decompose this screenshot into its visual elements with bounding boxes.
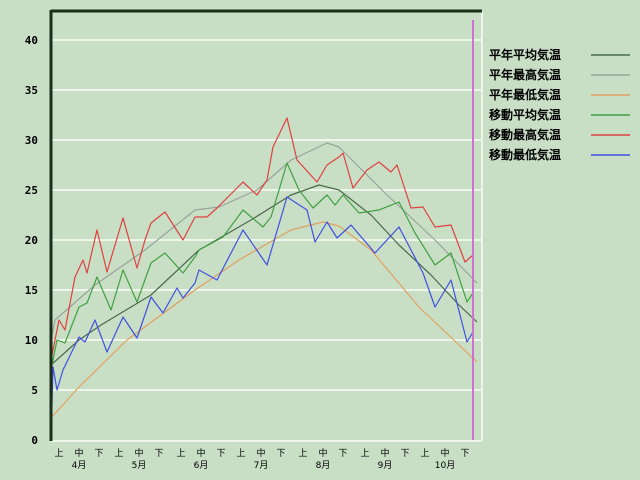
y-tick-label: 10 [25,334,38,347]
legend-label: 平年最高気温 [489,67,561,82]
month-label: 8月 [316,460,331,471]
y-tick-label: 25 [25,184,38,197]
decade-label: 上 [298,448,307,459]
decade-label: 上 [54,448,63,459]
series-line-1 [50,184,478,366]
decade-label: 中 [318,447,327,459]
y-tick-label: 30 [25,134,38,147]
decade-label: 下 [94,449,103,459]
y-tick-label: 15 [25,284,38,297]
series-line-5 [50,117,474,361]
decade-label: 上 [360,448,369,459]
decade-label: 中 [380,447,389,459]
y-axis-ticks: 0 5 10 15 20 25 30 35 40 [25,34,38,447]
series-line-4 [50,162,474,371]
y-tick-label: 40 [25,34,38,47]
decade-label: 中 [74,447,83,459]
y-tick-label: 35 [25,84,38,97]
decade-label: 中 [256,447,265,459]
y-tick-label: 20 [25,234,38,247]
decade-label: 下 [460,449,469,459]
legend-label: 平年最低気温 [489,87,561,102]
decade-label: 中 [440,447,449,459]
x-axis-ticks: 上中下4月上中下5月上中下6月上中下7月上中下8月上中下9月上中下10月 [54,447,469,471]
decade-label: 上 [420,448,429,459]
legend-label: 移動最低気温 [489,147,561,162]
series-lines [50,117,478,441]
month-label: 6月 [194,460,209,471]
decade-label: 上 [176,448,185,459]
decade-label: 下 [216,449,225,459]
decade-label: 下 [154,449,163,459]
legend-label: 移動平均気温 [489,107,561,122]
month-label: 4月 [72,460,87,471]
series-line-2 [50,142,478,341]
decade-label: 上 [236,448,245,459]
decade-label: 下 [276,449,285,459]
legend-label: 平年平均気温 [489,47,561,62]
legend-label: 移動最高気温 [489,127,561,142]
month-label: 9月 [378,460,393,471]
decade-label: 下 [338,449,347,459]
gridlines [51,11,483,442]
y-tick-label: 5 [31,384,38,397]
series-line-3 [50,221,478,419]
series-line-6 [50,196,474,441]
decade-label: 上 [114,448,123,459]
y-tick-label: 0 [31,434,38,447]
decade-label: 中 [196,447,205,459]
month-label: 7月 [254,460,269,471]
month-label: 10月 [435,460,455,471]
decade-label: 中 [134,447,143,459]
month-label: 5月 [132,460,147,471]
decade-label: 下 [400,449,409,459]
